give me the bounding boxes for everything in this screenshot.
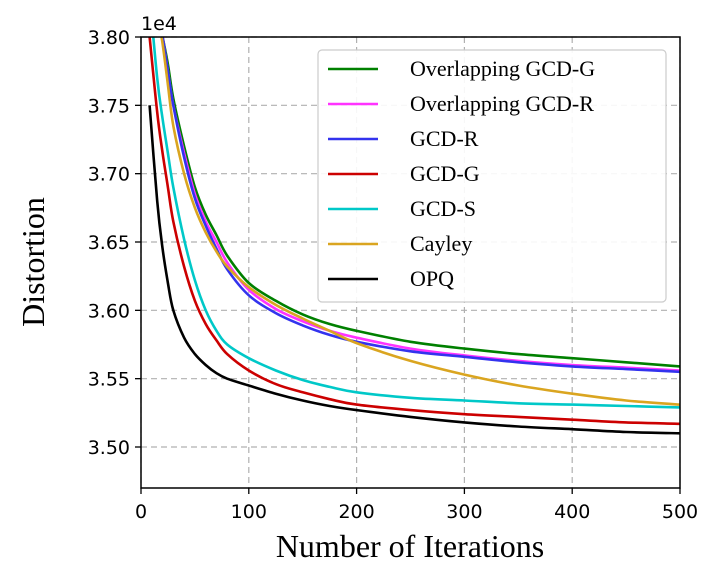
- series-lines: [148, 37, 680, 435]
- y-tick-label: 3.70: [88, 164, 130, 186]
- x-axis-title: Number of Iterations: [276, 528, 544, 564]
- x-tick-label: 500: [662, 501, 698, 523]
- y-tick-label: 3.80: [88, 27, 130, 49]
- y-axis-title: Distortion: [15, 197, 51, 327]
- x-tick-label: 100: [231, 501, 267, 523]
- y-tick-label: 3.65: [88, 232, 130, 254]
- legend-label-opq: OPQ: [410, 266, 454, 291]
- legend-box: [317, 49, 667, 303]
- x-tick-label: 400: [554, 501, 590, 523]
- x-axis-ticks: 0 100 200 300 400 500: [135, 488, 698, 523]
- series-line-gcd-s: [151, 37, 680, 409]
- legend-label-overlapping-gcd-g: Overlapping GCD-G: [410, 56, 595, 81]
- plot-frame: [140, 36, 681, 489]
- y-tick-label: 3.50: [88, 437, 130, 459]
- legend: Overlapping GCD-G Overlapping GCD-R GCD-R G…: [317, 49, 667, 303]
- y-tick-label: 3.60: [88, 300, 130, 322]
- legend-label-gcd-s: GCD-S: [410, 196, 476, 221]
- legend-label-cayley: Cayley: [410, 231, 472, 256]
- y-axis-ticks: 3.50 3.55 3.60 3.65 3.70 3.75 3.80: [88, 27, 141, 459]
- series-line-gcd-g: [148, 37, 680, 426]
- x-tick-label: 0: [135, 501, 147, 523]
- series-line-cayley: [160, 37, 680, 406]
- legend-label-gcd-g: GCD-G: [410, 161, 480, 186]
- series-line-opq: [148, 105, 680, 435]
- x-tick-label: 300: [446, 501, 482, 523]
- legend-label-overlapping-gcd-r: Overlapping GCD-R: [410, 91, 594, 116]
- series-line-gcd-r: [161, 37, 680, 374]
- y-tick-label: 3.55: [88, 369, 130, 391]
- legend-label-gcd-r: GCD-R: [410, 126, 479, 151]
- x-tick-label: 200: [338, 501, 374, 523]
- y-axis-multiplier: 1e4: [141, 13, 177, 35]
- y-tick-label: 3.75: [88, 95, 130, 117]
